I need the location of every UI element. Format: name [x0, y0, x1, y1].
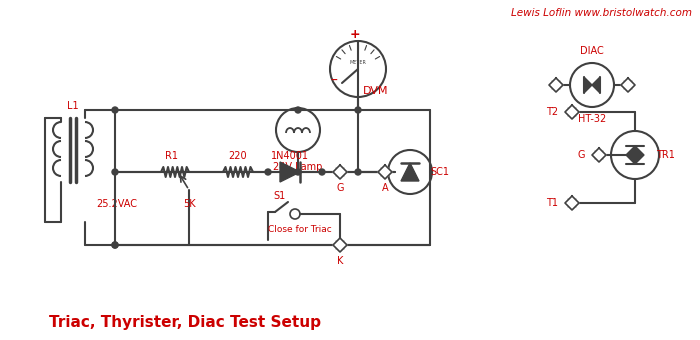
Text: T1: T1: [546, 198, 558, 208]
Polygon shape: [592, 77, 600, 93]
Circle shape: [355, 107, 361, 113]
Text: S1: S1: [274, 191, 286, 201]
Text: G: G: [336, 183, 344, 193]
Circle shape: [112, 107, 118, 113]
Polygon shape: [333, 238, 347, 252]
Circle shape: [355, 169, 361, 175]
Circle shape: [112, 242, 118, 248]
Text: +: +: [350, 28, 360, 40]
Text: 220: 220: [229, 151, 247, 161]
Text: L1: L1: [67, 101, 79, 111]
Polygon shape: [401, 163, 419, 181]
Text: K: K: [337, 256, 343, 266]
Text: 1N4001: 1N4001: [271, 151, 309, 161]
Text: HT-32: HT-32: [578, 114, 606, 124]
Polygon shape: [565, 105, 579, 119]
Text: DIAC: DIAC: [580, 46, 604, 56]
Polygon shape: [592, 148, 606, 162]
Polygon shape: [280, 162, 300, 182]
Text: A: A: [382, 183, 388, 193]
Circle shape: [112, 169, 118, 175]
Text: G: G: [578, 150, 584, 160]
Circle shape: [112, 242, 118, 248]
Polygon shape: [333, 165, 347, 179]
Text: 25.2VAC: 25.2VAC: [96, 199, 137, 209]
Text: DVM: DVM: [363, 86, 389, 96]
Text: Lewis Loflin www.bristolwatch.com: Lewis Loflin www.bristolwatch.com: [511, 8, 692, 18]
Polygon shape: [621, 78, 635, 92]
Circle shape: [295, 169, 301, 175]
Circle shape: [319, 169, 325, 175]
Text: METER: METER: [349, 61, 366, 66]
Circle shape: [295, 107, 301, 113]
Polygon shape: [565, 196, 579, 210]
Polygon shape: [549, 78, 563, 92]
Polygon shape: [378, 165, 392, 179]
Text: 24V Lamp: 24V Lamp: [273, 162, 323, 172]
Polygon shape: [584, 77, 592, 93]
Text: SC1: SC1: [430, 167, 449, 177]
Text: –: –: [330, 74, 337, 88]
Polygon shape: [626, 146, 644, 155]
Text: Triac, Thyrister, Diac Test Setup: Triac, Thyrister, Diac Test Setup: [49, 314, 321, 329]
Text: TR1: TR1: [656, 150, 674, 160]
Text: T2: T2: [546, 107, 558, 117]
Text: 5K: 5K: [183, 199, 195, 209]
Text: Close for Triac: Close for Triac: [268, 225, 332, 235]
Text: R1: R1: [164, 151, 178, 161]
Circle shape: [265, 169, 271, 175]
Polygon shape: [626, 155, 644, 164]
